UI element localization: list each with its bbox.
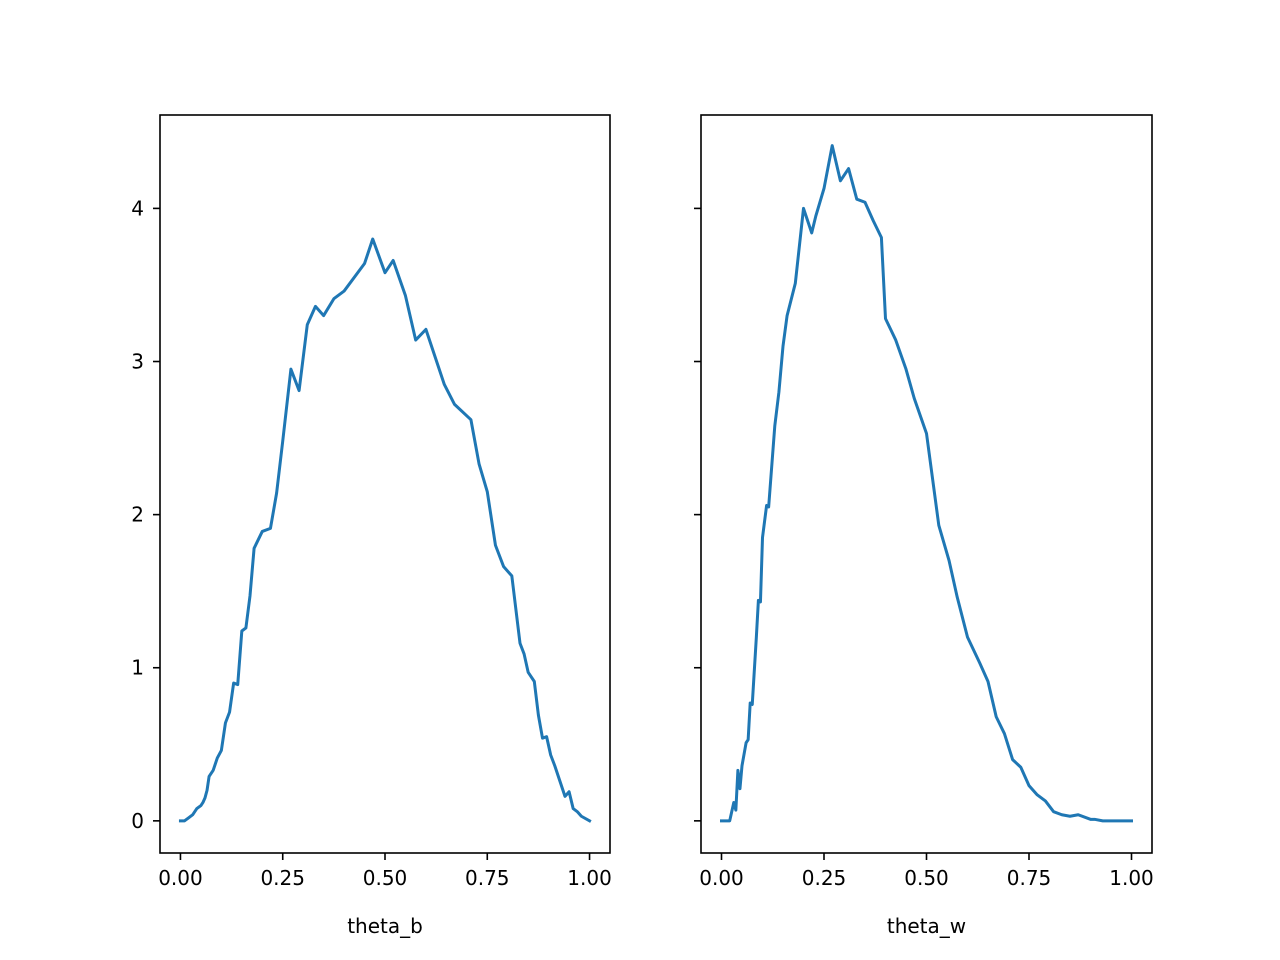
left-ytick-label: 0: [131, 809, 144, 833]
left-ytick-label: 3: [131, 350, 144, 374]
right-series-line-0: [720, 144, 1133, 823]
left-xaxis-label: theta_b: [347, 914, 423, 938]
subplot-left: 0.00 0.25 0.50 0.75 1.00 0 1 2 3 4 theta_b: [131, 114, 612, 938]
left-xtick-label: 1.00: [567, 866, 612, 890]
left-ytick-label: 4: [131, 196, 144, 220]
left-ytick-label: 1: [131, 656, 144, 680]
left-xtick-label: 0.00: [158, 866, 203, 890]
right-xtick-label: 1.00: [1109, 866, 1154, 890]
left-xtick-label: 0.25: [260, 866, 305, 890]
right-xtick-label: 0.50: [904, 866, 949, 890]
right-xtick-label: 0.00: [699, 866, 744, 890]
right-xtick-label: 0.25: [802, 866, 847, 890]
subplot-right: 0.00 0.25 0.50 0.75 1.00 theta_w: [694, 114, 1154, 938]
left-xtick-label: 0.75: [465, 866, 510, 890]
left-ytick-label: 2: [131, 503, 144, 527]
left-xtick-label: 0.50: [363, 866, 408, 890]
left-series-line-0: [178, 237, 592, 823]
right-xtick-label: 0.75: [1007, 866, 1052, 890]
right-xaxis-label: theta_w: [887, 914, 966, 938]
